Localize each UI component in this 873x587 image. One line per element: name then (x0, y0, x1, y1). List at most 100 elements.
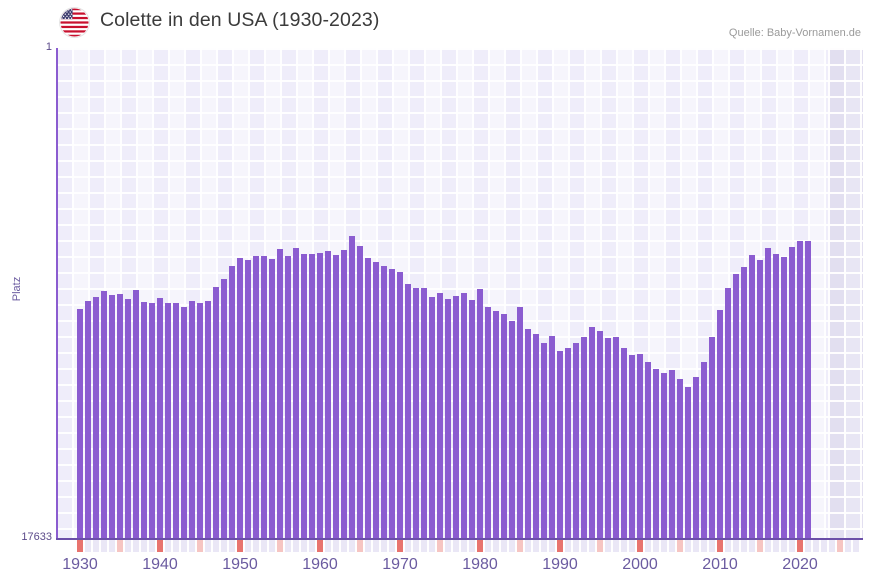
bar-1932[interactable] (93, 296, 99, 538)
bar-1990[interactable] (557, 350, 563, 538)
bar-1956[interactable] (285, 256, 291, 538)
bar-1931[interactable] (85, 301, 91, 538)
bar-1936[interactable] (125, 299, 131, 538)
bar-1957[interactable] (293, 247, 299, 538)
bar-1975[interactable] (437, 293, 443, 538)
bar-2007[interactable] (693, 377, 699, 538)
bar-1974[interactable] (429, 296, 435, 538)
bar-1941[interactable] (165, 303, 171, 538)
bar-1994[interactable] (589, 327, 595, 538)
bar-1965[interactable] (357, 245, 363, 538)
bar-1933[interactable] (101, 291, 107, 538)
x-tick-1965 (357, 540, 363, 552)
bar-1947[interactable] (213, 286, 219, 538)
bar-1987[interactable] (533, 334, 539, 538)
bar-2006[interactable] (685, 387, 691, 538)
bar-1984[interactable] (509, 320, 515, 538)
bar-1998[interactable] (621, 348, 627, 538)
bar-1961[interactable] (325, 250, 331, 538)
bar-1945[interactable] (197, 303, 203, 538)
bar-1937[interactable] (133, 289, 139, 538)
bar-1939[interactable] (149, 303, 155, 538)
bar-2020[interactable] (797, 240, 803, 538)
bar-2013[interactable] (741, 266, 747, 538)
bar-1985[interactable] (517, 306, 523, 538)
bar-1964[interactable] (349, 236, 355, 538)
bar-2001[interactable] (645, 362, 651, 538)
bar-1978[interactable] (461, 292, 467, 538)
bar-1930[interactable] (77, 309, 83, 538)
bar-1944[interactable] (189, 300, 195, 538)
bar-2016[interactable] (765, 247, 771, 538)
bar-1988[interactable] (541, 342, 547, 538)
x-tick-label-1970: 1970 (382, 556, 418, 573)
bar-2000[interactable] (637, 353, 643, 538)
bar-1946[interactable] (205, 301, 211, 538)
bar-2014[interactable] (749, 254, 755, 538)
bar-2019[interactable] (789, 246, 795, 538)
bar-1991[interactable] (565, 348, 571, 538)
x-tick-1942 (173, 540, 179, 552)
x-tick-1974 (429, 540, 435, 552)
x-tick-1996 (605, 540, 611, 552)
bar-2008[interactable] (701, 362, 707, 538)
bar-1992[interactable] (573, 342, 579, 538)
bar-1952[interactable] (253, 255, 259, 538)
bar-2004[interactable] (669, 370, 675, 538)
bar-1982[interactable] (493, 311, 499, 538)
bar-1942[interactable] (173, 303, 179, 538)
bar-2015[interactable] (757, 259, 763, 538)
bar-1968[interactable] (381, 265, 387, 538)
bar-1971[interactable] (405, 283, 411, 538)
bar-1934[interactable] (109, 295, 115, 538)
bar-1959[interactable] (309, 253, 315, 538)
bar-2017[interactable] (773, 253, 779, 538)
bar-1955[interactable] (277, 248, 283, 538)
bar-1953[interactable] (261, 256, 267, 538)
bar-2018[interactable] (781, 256, 787, 538)
bar-2012[interactable] (733, 274, 739, 538)
bar-1967[interactable] (373, 261, 379, 538)
bar-1995[interactable] (597, 331, 603, 538)
bar-2010[interactable] (717, 310, 723, 538)
bar-1935[interactable] (117, 293, 123, 538)
bar-1954[interactable] (269, 258, 275, 538)
bar-1951[interactable] (245, 259, 251, 538)
bar-2009[interactable] (709, 336, 715, 538)
bar-2011[interactable] (725, 288, 731, 538)
bar-1948[interactable] (221, 279, 227, 538)
bar-2003[interactable] (661, 373, 667, 538)
bar-1996[interactable] (605, 338, 611, 538)
bar-1973[interactable] (421, 287, 427, 538)
bar-2021[interactable] (805, 240, 811, 538)
bar-1979[interactable] (469, 299, 475, 538)
bar-1989[interactable] (549, 335, 555, 538)
bar-1949[interactable] (229, 265, 235, 538)
bar-1999[interactable] (629, 355, 635, 538)
bar-1976[interactable] (445, 298, 451, 538)
bar-2002[interactable] (653, 368, 659, 538)
bar-1981[interactable] (485, 306, 491, 538)
bar-1943[interactable] (181, 307, 187, 538)
bar-1950[interactable] (237, 257, 243, 538)
bar-1960[interactable] (317, 253, 323, 538)
bar-1997[interactable] (613, 336, 619, 538)
x-tick-1961 (325, 540, 331, 552)
bar-1940[interactable] (157, 298, 163, 538)
bar-1962[interactable] (333, 255, 339, 538)
bar-1958[interactable] (301, 254, 307, 538)
bar-1969[interactable] (389, 268, 395, 538)
bar-1983[interactable] (501, 314, 507, 538)
bar-1963[interactable] (341, 249, 347, 538)
bar-1972[interactable] (413, 287, 419, 538)
bar-1966[interactable] (365, 258, 371, 538)
x-tick-2024 (829, 540, 835, 552)
bar-1986[interactable] (525, 328, 531, 538)
bar-1980[interactable] (477, 289, 483, 538)
bar-2005[interactable] (677, 378, 683, 538)
bar-1993[interactable] (581, 336, 587, 538)
bar-1970[interactable] (397, 271, 403, 538)
bar-1938[interactable] (141, 302, 147, 538)
x-tick-2008 (701, 540, 707, 552)
bar-1977[interactable] (453, 296, 459, 538)
